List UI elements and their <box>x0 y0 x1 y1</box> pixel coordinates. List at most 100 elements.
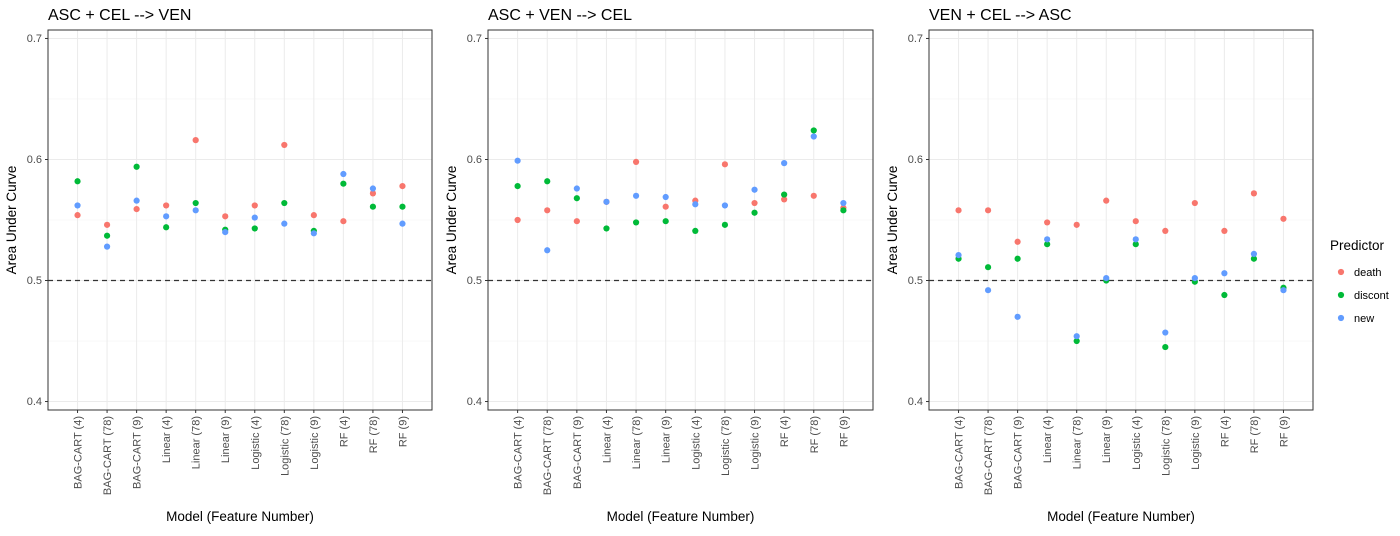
point-new <box>692 201 699 208</box>
y-tick-label: 0.5 <box>467 275 482 287</box>
point-discont <box>751 209 758 216</box>
point-discont <box>399 203 406 210</box>
point-discont <box>251 225 258 232</box>
legend-label-new: new <box>1354 313 1374 325</box>
x-tick-label: Linear (9) <box>661 416 673 463</box>
point-discont <box>1250 255 1258 262</box>
point-new <box>281 220 288 227</box>
point-death <box>1162 227 1169 234</box>
point-discont <box>984 264 992 271</box>
x-axis-label: Model (Feature Number) <box>607 509 755 524</box>
panel-border <box>47 29 433 411</box>
point-death <box>810 192 817 199</box>
point-new <box>721 202 729 209</box>
point-discont <box>340 180 347 187</box>
point-death <box>514 216 521 224</box>
point-new <box>840 199 847 207</box>
x-tick-label: Logistic (78) <box>1160 416 1172 476</box>
point-discont <box>1162 343 1169 351</box>
point-new <box>1132 236 1139 243</box>
point-new <box>1221 270 1228 277</box>
x-tick-label: BAG-CART (4) <box>73 416 85 489</box>
point-new <box>369 185 377 192</box>
x-tick-label: BAG-CART (78) <box>102 416 114 495</box>
point-discont <box>1014 255 1021 262</box>
x-tick-label: RF (9) <box>1278 416 1290 447</box>
point-death <box>1073 221 1080 228</box>
x-tick-label: RF (9) <box>838 416 850 447</box>
point-discont <box>1073 337 1080 345</box>
point-discont <box>281 199 288 207</box>
point-new <box>133 197 140 204</box>
point-death <box>103 221 111 228</box>
x-tick-label: BAG-CART (9) <box>132 416 144 489</box>
y-tick-label: 0.5 <box>908 275 923 287</box>
point-discont <box>840 207 847 214</box>
point-death <box>399 183 406 190</box>
point-new <box>984 287 992 294</box>
legend-swatch-new <box>1337 314 1345 322</box>
point-new <box>340 170 347 178</box>
point-new <box>399 220 406 227</box>
point-death <box>1250 190 1258 197</box>
x-tick-label: Logistic (4) <box>1131 416 1143 470</box>
point-discont <box>810 127 817 134</box>
point-discont <box>603 225 610 232</box>
y-tick-label: 0.6 <box>467 154 482 166</box>
point-discont <box>544 178 551 185</box>
y-axis-label: Area Under Curve <box>444 166 459 275</box>
x-tick-label: Linear (4) <box>161 416 173 463</box>
point-new <box>1250 250 1258 257</box>
point-new <box>751 186 758 193</box>
point-new <box>573 185 580 192</box>
x-tick-label: Linear (4) <box>601 416 613 463</box>
point-discont <box>514 183 521 190</box>
point-discont <box>1044 241 1051 248</box>
point-death <box>1014 238 1021 245</box>
point-death <box>1221 227 1228 234</box>
point-death <box>133 206 140 213</box>
point-death <box>310 212 317 219</box>
x-axis-label: Model (Feature Number) <box>1047 509 1195 524</box>
x-tick-label: Linear (78) <box>1072 416 1084 469</box>
y-tick-label: 0.7 <box>27 33 42 45</box>
legend-swatch-discont <box>1337 291 1345 299</box>
point-new <box>222 229 229 236</box>
point-discont <box>74 178 81 185</box>
point-death <box>781 196 788 203</box>
point-new <box>74 202 81 209</box>
point-death <box>721 161 729 168</box>
y-tick-label: 0.6 <box>908 154 923 166</box>
legend-title: Predictor <box>1330 238 1385 253</box>
legend: Predictor death discont new <box>1330 238 1389 325</box>
point-discont <box>1221 291 1228 299</box>
point-new <box>163 213 170 220</box>
x-tick-label: RF (4) <box>338 416 350 447</box>
point-new <box>1014 313 1021 320</box>
point-death <box>369 190 377 197</box>
panel-3: 0.4 0.5 0.6 0.7 BAG-CART (4) BAG-CART (78) BAG… <box>885 7 1314 524</box>
point-death <box>1132 218 1139 225</box>
x-tick-label: BAG-CART (78) <box>542 416 554 495</box>
point-discont <box>192 199 199 207</box>
point-new <box>662 193 669 201</box>
point-death <box>163 202 170 209</box>
x-axis-label: Model (Feature Number) <box>166 509 314 524</box>
point-new <box>955 251 962 259</box>
x-tick-label: RF (4) <box>779 416 791 447</box>
y-tick-label: 0.7 <box>467 33 482 45</box>
x-tick-label: Linear (9) <box>220 416 232 463</box>
point-discont <box>163 224 170 231</box>
panel-1: 0.4 0.5 0.6 0.7 BAG-CART (4) BAG-CART (78) BAG… <box>4 7 433 524</box>
panel-2: 0.4 0.5 0.6 0.7 BAG-CART (4) BAG-CART (78) BAG… <box>444 7 874 524</box>
point-new <box>632 192 640 199</box>
y-tick-label: 0.5 <box>27 275 42 287</box>
panel-title: VEN + CEL --> ASC <box>929 7 1072 24</box>
point-death <box>222 213 229 220</box>
point-death <box>955 207 962 214</box>
y-axis-label: Area Under Curve <box>885 166 900 275</box>
point-death <box>984 207 992 214</box>
point-new <box>603 198 610 205</box>
panel-border <box>928 29 1314 411</box>
